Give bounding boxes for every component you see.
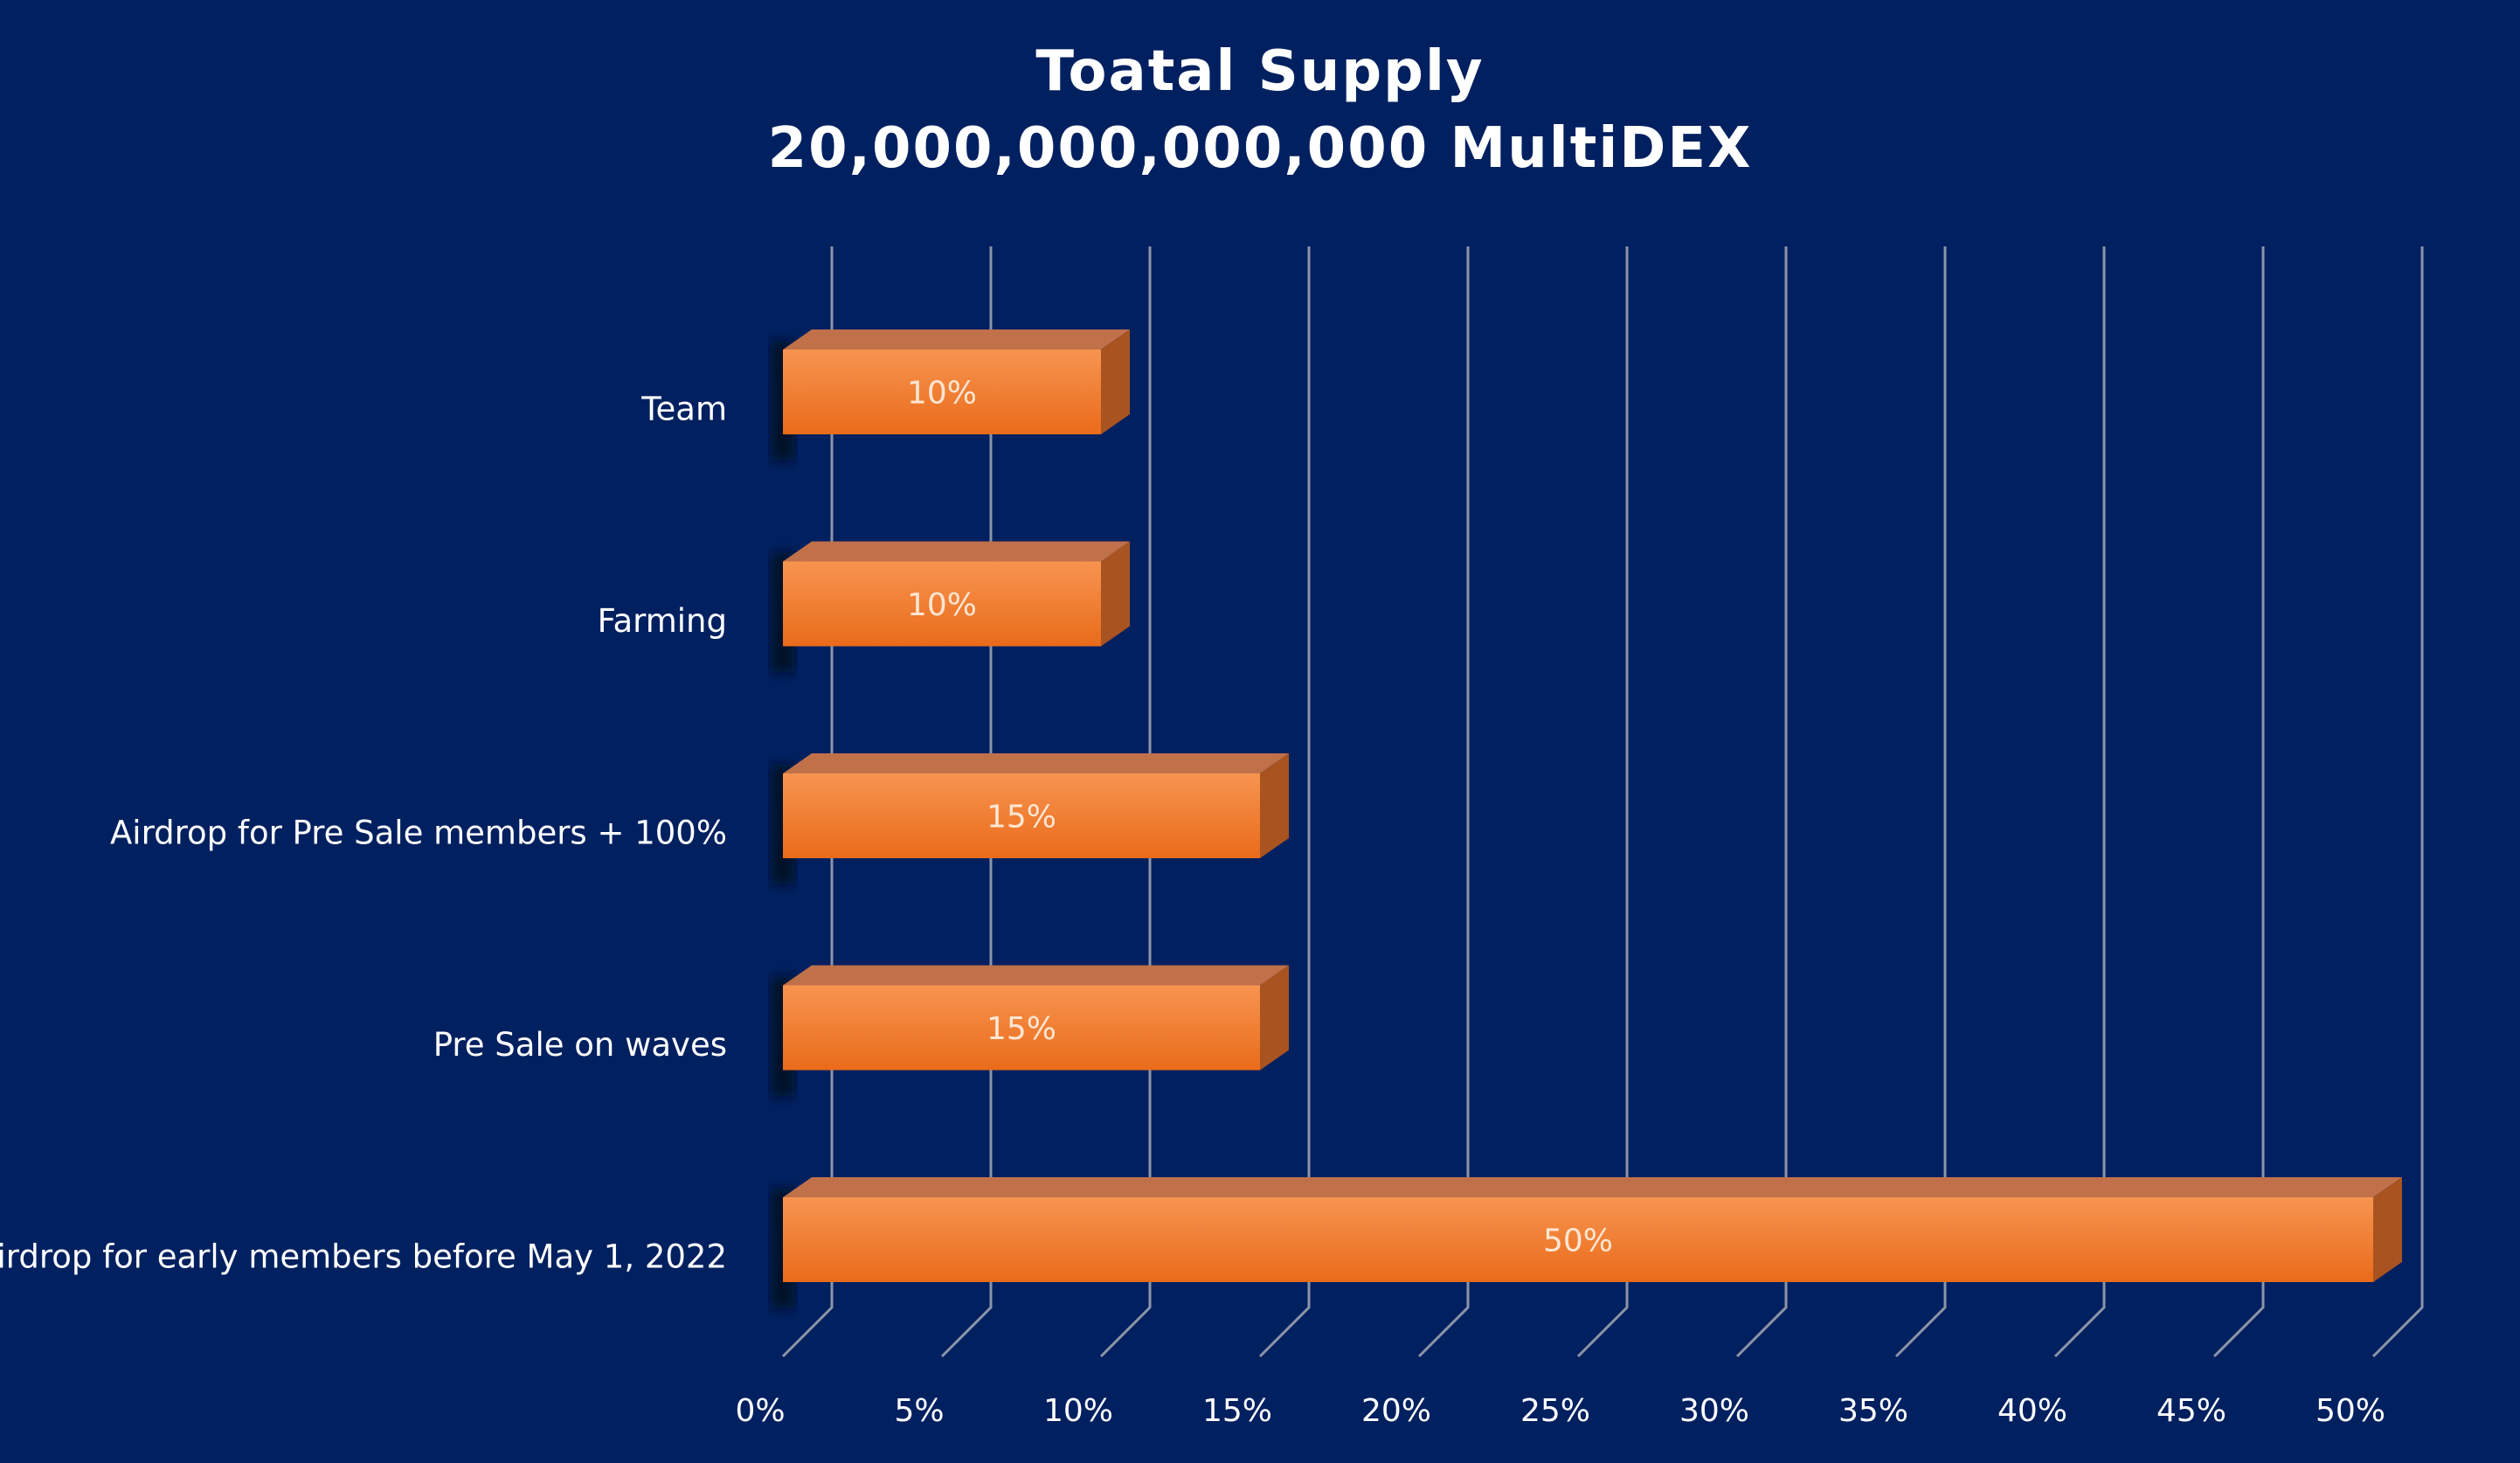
x-tick-label: 25% [1520, 1393, 1590, 1429]
category-label: Pre Sale on waves [433, 1026, 727, 1064]
bar: 10% [771, 329, 1130, 461]
bar-top-face [783, 965, 1289, 986]
gridline [1576, 246, 1629, 1358]
bar-front-face [783, 561, 1101, 647]
bar-front-face [783, 985, 1260, 1071]
data-label: 10% [907, 587, 977, 623]
bar-top-face [783, 541, 1130, 562]
chart-title: Toatal Supply 20,000,000,000,000 MultiDE… [768, 39, 1753, 181]
bars: 10% 10% 15% 15% 50% [771, 329, 2402, 1308]
gridline [2371, 246, 2424, 1358]
bar-side-face [1101, 329, 1130, 434]
x-tick-label: 10% [1043, 1393, 1113, 1429]
x-tick-label: 50% [2316, 1393, 2385, 1429]
bar: 15% [771, 753, 1289, 884]
category-label: Team [640, 391, 727, 428]
category-labels: Team Farming Airdrop for Pre Sale members … [0, 391, 727, 1276]
bar-front-face [783, 1197, 2373, 1282]
x-tick-label: 15% [1202, 1393, 1272, 1429]
chart-title-line-1: Toatal Supply [1035, 39, 1484, 104]
category-label: Airdrop for early members before May 1, … [0, 1238, 727, 1276]
category-label: Farming [598, 602, 727, 640]
gridline [1417, 246, 1470, 1358]
bar: 15% [771, 965, 1289, 1097]
gridline [1894, 246, 1947, 1358]
data-label: 10% [907, 376, 977, 412]
bar-top-face [783, 753, 1289, 773]
x-axis-tick-labels: 0% 5% 10% 15% 20% 25% 30% 35% 40% 45% 50% [735, 1393, 2385, 1429]
x-tick-label: 5% [894, 1393, 944, 1429]
bar-side-face [2373, 1177, 2402, 1282]
bar-front-face [783, 773, 1260, 858]
x-tick-label: 40% [1997, 1393, 2067, 1429]
gridline [1735, 246, 1788, 1358]
x-tick-label: 30% [1679, 1393, 1749, 1429]
bar: 50% [771, 1177, 2402, 1308]
bar-front-face [783, 350, 1101, 434]
bar-top-face [783, 329, 1130, 350]
x-tick-label: 20% [1361, 1393, 1431, 1429]
data-label: 15% [987, 1011, 1056, 1047]
gridline [2053, 246, 2106, 1358]
category-label: Airdrop for Pre Sale members + 100% [110, 815, 727, 852]
chart-title-line-2: 20,000,000,000,000 MultiDEX [768, 116, 1753, 181]
bar-top-face [783, 1177, 2402, 1197]
data-label: 15% [987, 800, 1056, 836]
gridline [2212, 246, 2265, 1358]
x-tick-label: 35% [1838, 1393, 1908, 1429]
gridline [1258, 246, 1311, 1358]
gridline [1099, 246, 1152, 1358]
bar-side-face [1260, 753, 1289, 858]
bar-side-face [1260, 965, 1289, 1071]
x-tick-label: 0% [735, 1393, 785, 1429]
x-tick-label: 45% [2157, 1393, 2226, 1429]
data-label: 50% [1543, 1224, 1613, 1259]
bar: 10% [771, 541, 1130, 673]
bar-side-face [1101, 541, 1130, 647]
